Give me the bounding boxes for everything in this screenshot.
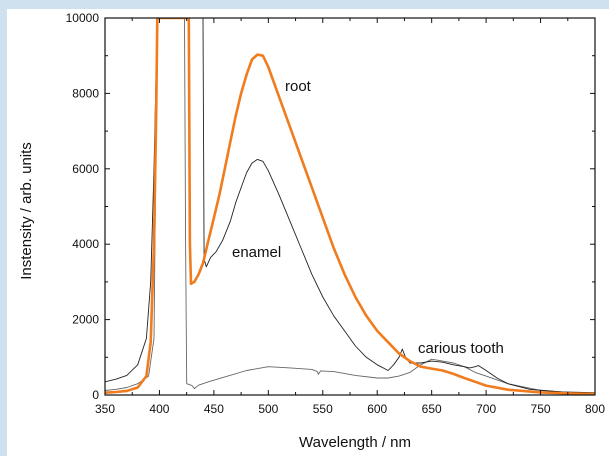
y-axis-label: Instensity / arb. units — [18, 142, 35, 280]
x-tick-label: 550 — [313, 402, 333, 416]
series-line-carious-tooth — [105, 18, 595, 394]
series-layer — [105, 18, 595, 395]
y-tick-label: 10000 — [66, 11, 100, 25]
ticks-layer: 350 400 450 500 550 600 650 700 750 8000200040006… — [66, 11, 606, 416]
series-line-root — [105, 18, 595, 395]
x-tick-label: 450 — [204, 402, 224, 416]
series-line-enamel — [105, 18, 595, 394]
chart-frame: 350 400 450 500 550 600 650 700 750 800 0 2000 4000 6… — [7, 9, 609, 456]
x-tick-label: 500 — [258, 402, 278, 416]
annotation-enamel: enamel — [232, 244, 281, 261]
y-tick-label: 6000 — [72, 162, 99, 176]
y-tick-label: 4000 — [72, 237, 99, 251]
x-axis-label: Wavelength / nm — [299, 434, 411, 451]
y-tick-label: 8000 — [72, 86, 99, 100]
y-tick-label: 2000 — [72, 313, 99, 327]
x-tick-label: 400 — [149, 402, 169, 416]
x-tick-label: 600 — [367, 402, 387, 416]
spectrum-chart: 350 400 450 500 550 600 650 700 750 8000200040006… — [18, 11, 606, 451]
x-tick-label: 750 — [531, 402, 551, 416]
x-tick-label: 800 — [585, 402, 605, 416]
y-tick-label: 0 — [92, 388, 99, 402]
x-tick-label: 350 — [95, 402, 115, 416]
annotation-carious-tooth: carious tooth — [418, 340, 504, 357]
x-tick-label: 650 — [422, 402, 442, 416]
x-tick-label: 700 — [476, 402, 496, 416]
annotation-root: root — [285, 78, 312, 95]
